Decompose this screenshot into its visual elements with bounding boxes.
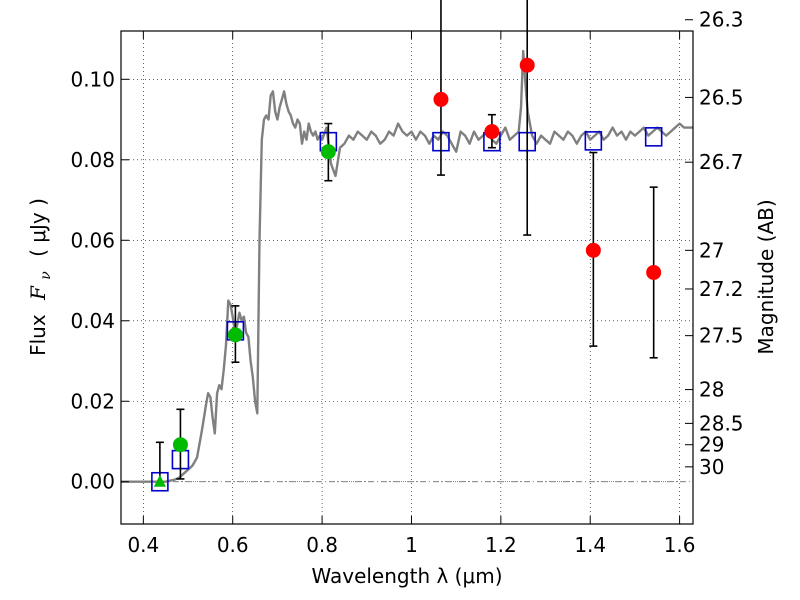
spectrum-line — [121, 49, 693, 483]
right-tick-label: 27 — [699, 238, 724, 262]
x-tick-label: 1.2 — [485, 533, 517, 557]
data-point — [227, 327, 243, 343]
y-tick-label: 0.10 — [70, 67, 115, 91]
right-tick-label: 28 — [699, 378, 724, 402]
y-label-subscript: ν — [38, 271, 54, 280]
y-tick-label: 0.00 — [70, 470, 115, 494]
tick-labels: 0.4 0.6 0.8 1 1.2 1.4 1.6 0.00 0.02 0.04 0.06 0.08 0… — [70, 8, 743, 557]
y-label-symbol: F — [26, 285, 50, 301]
model-photometry-square — [644, 127, 663, 147]
y-label-prefix: Flux — [26, 314, 50, 356]
data-point — [320, 144, 336, 160]
y-tick-label: 0.06 — [70, 228, 115, 252]
data-point — [484, 124, 500, 140]
y-tick-label: 0.08 — [70, 148, 115, 172]
x-tick-label: 0.8 — [306, 533, 338, 557]
x-tick-label: 0.6 — [217, 533, 249, 557]
y-label-units: ( μJy ) — [26, 198, 50, 257]
error-bars — [155, 0, 658, 482]
right-tick-label: 26.3 — [699, 8, 744, 32]
right-tick-label: 28.5 — [699, 411, 744, 435]
svg-text:Flux F ν ( μ: Flux F ν ( μJy ) — [26, 198, 55, 356]
right-tick-label: 27.2 — [699, 277, 744, 301]
y-axis-label-left: Flux F ν ( μJy ) — [26, 198, 55, 356]
axis-ticks — [121, 19, 693, 524]
x-tick-label: 1.6 — [664, 533, 696, 557]
data-point — [646, 264, 662, 280]
right-tick-label: 26.5 — [699, 85, 744, 109]
data-points — [153, 57, 662, 487]
upper-limit-marker — [153, 474, 166, 487]
right-tick-label: 26.7 — [699, 150, 744, 174]
y-axis-label-right: Magnitude (AB) — [754, 199, 778, 354]
y-tick-label: 0.04 — [70, 309, 115, 333]
data-point — [172, 437, 188, 453]
right-tick-label: 29 — [699, 433, 724, 457]
y-tick-label: 0.02 — [70, 389, 115, 413]
data-point — [519, 57, 535, 73]
data-point — [433, 91, 449, 107]
x-axis-label: Wavelength λ (μm) — [311, 564, 502, 588]
data-point — [585, 242, 601, 258]
right-tick-label: 30 — [699, 455, 724, 479]
grid-lines — [121, 31, 693, 524]
x-tick-label: 0.4 — [127, 533, 159, 557]
model-spectrum — [121, 49, 693, 483]
x-tick-label: 1.4 — [574, 533, 606, 557]
x-tick-label: 1 — [405, 533, 418, 557]
plot-frame — [120, 30, 694, 525]
model-photometry-square — [584, 131, 603, 151]
right-tick-label: 27.5 — [699, 324, 744, 348]
